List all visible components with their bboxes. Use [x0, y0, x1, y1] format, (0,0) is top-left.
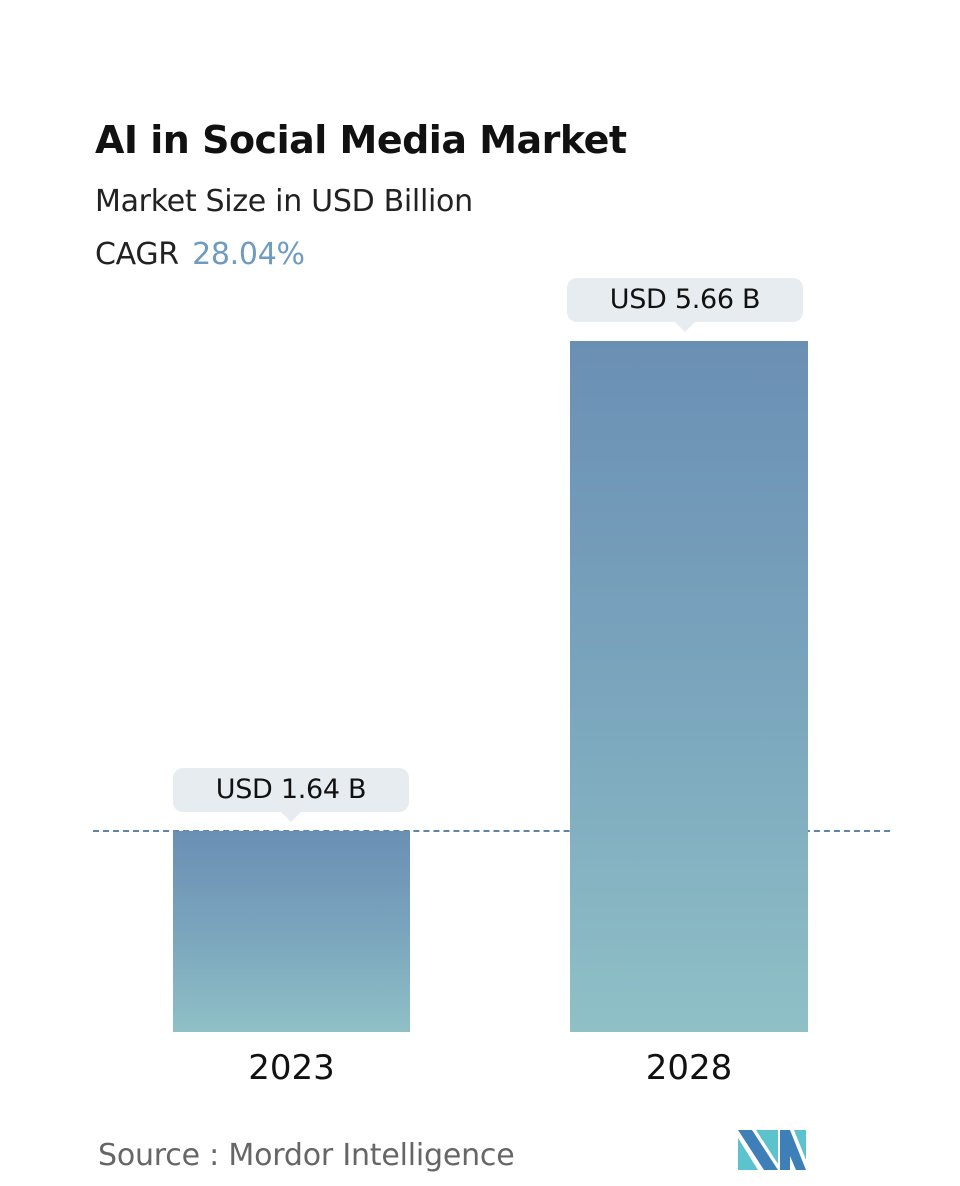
x-axis-label-2023: 2023	[248, 1048, 335, 1088]
cagr-label: CAGR	[95, 237, 179, 272]
chart-title: AI in Social Media Market	[95, 118, 627, 162]
cagr-annotation: CAGR 28.04%	[95, 237, 305, 272]
bar-2028[interactable]	[570, 341, 808, 1032]
chart-subtitle: Market Size in USD Billion	[95, 184, 473, 219]
reference-dashed-line	[93, 830, 890, 832]
bar-2028-value-label: USD 5.66 B	[567, 278, 803, 332]
mordor-intelligence-logo-icon	[738, 1130, 808, 1170]
x-axis-label-2028: 2028	[645, 1048, 733, 1088]
bar-2023[interactable]	[173, 831, 410, 1032]
bar-2023-value-label: USD 1.64 B	[173, 768, 409, 822]
cagr-value: 28.04%	[192, 237, 305, 272]
source-text: Source : Mordor Intelligence	[98, 1138, 515, 1173]
